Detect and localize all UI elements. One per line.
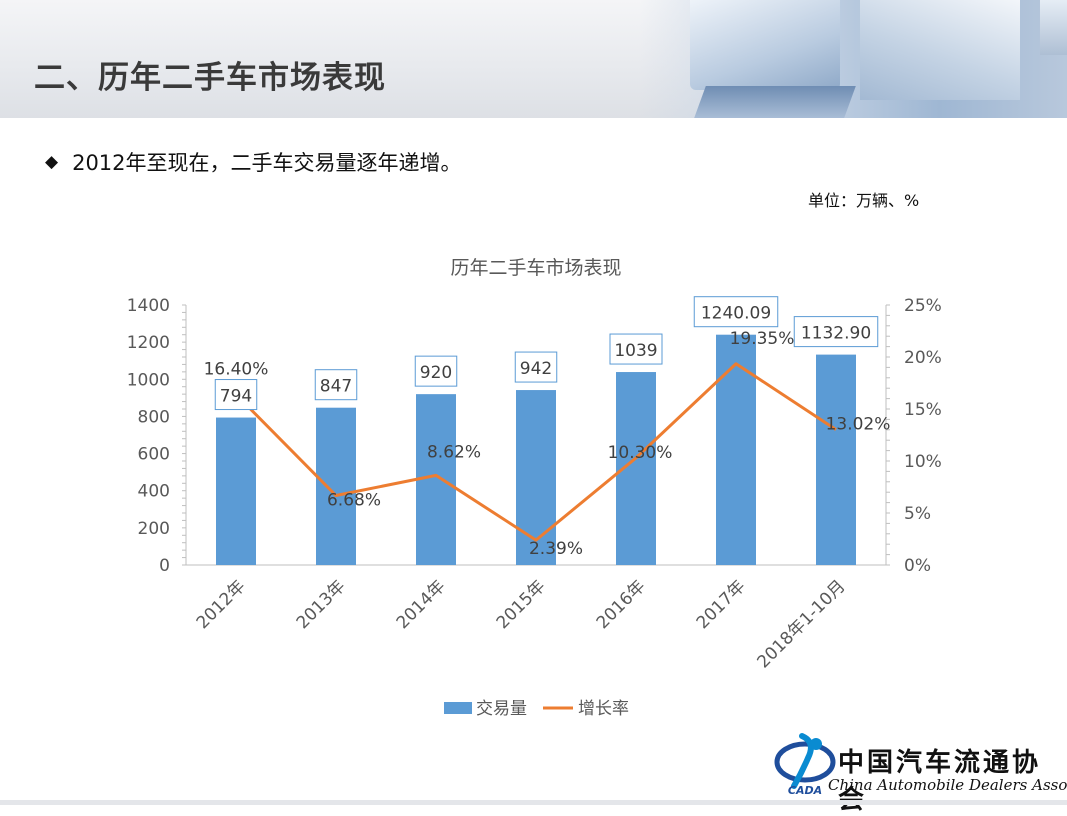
page-title: 二、历年二手车市场表现 xyxy=(34,60,386,96)
bullet-point: ◆ 2012年至现在，二手车交易量逐年递增。 xyxy=(45,147,462,177)
footer-line xyxy=(0,800,1067,805)
decorative-cube xyxy=(1040,0,1067,55)
line-data-label: 10.30% xyxy=(608,443,673,463)
right-axis-tick-label: 15% xyxy=(904,400,942,420)
header-banner: 二、历年二手车市场表现 xyxy=(0,0,1067,118)
line-data-label: 19.35% xyxy=(730,329,795,349)
bar-label-box xyxy=(609,333,663,365)
bar xyxy=(316,407,356,565)
right-axis-tick-label: 20% xyxy=(904,348,942,368)
bar-label-box xyxy=(693,296,779,328)
bar-data-label: 1132.90 xyxy=(801,324,871,344)
bar-label-box xyxy=(793,316,879,348)
right-axis-tick-label: 5% xyxy=(904,504,931,524)
cada-logo-icon: CADA xyxy=(774,733,836,797)
decorative-cube xyxy=(860,0,1020,100)
category-label: 2012年 xyxy=(193,576,250,633)
bar xyxy=(516,390,556,565)
legend-line-label: 增长率 xyxy=(578,699,629,719)
bar-data-label: 920 xyxy=(420,363,452,383)
bar xyxy=(816,354,856,565)
bar-label-box xyxy=(214,379,258,411)
left-axis-tick-label: 1200 xyxy=(127,333,170,353)
left-axis-tick-label: 400 xyxy=(138,482,170,502)
bar xyxy=(716,334,756,565)
bar-label-box xyxy=(514,351,558,383)
legend-bar-swatch xyxy=(444,702,472,714)
association-logo: CADA 中国汽车流通协会 China Automobile Dealers A… xyxy=(772,728,1067,815)
bar-data-label: 794 xyxy=(220,387,252,407)
line-data-label: 2.39% xyxy=(529,539,583,559)
right-axis-tick-label: 0% xyxy=(904,556,931,576)
bar-data-label: 1039 xyxy=(614,341,657,361)
line-data-label: 16.40% xyxy=(204,359,269,379)
line-data-label: 6.68% xyxy=(327,491,381,511)
right-axis-tick-label: 25% xyxy=(904,296,942,316)
left-axis-tick-label: 600 xyxy=(138,445,170,465)
right-axis-tick-label: 10% xyxy=(904,452,942,472)
left-axis-tick-label: 800 xyxy=(138,407,170,427)
category-label: 2018年1-10月 xyxy=(753,576,849,672)
category-label: 2015年 xyxy=(493,576,550,633)
bar-label-box xyxy=(414,355,458,387)
category-label: 2013年 xyxy=(293,576,350,633)
logo-en-text: China Automobile Dealers Association xyxy=(828,776,1067,794)
growth-line xyxy=(234,362,837,542)
legend-bar-label: 交易量 xyxy=(476,699,527,719)
bar-data-label: 942 xyxy=(520,359,552,379)
chart-title: 历年二手车市场表现 xyxy=(450,257,621,279)
logo-mark-text: CADA xyxy=(788,784,822,797)
bar-data-label: 1240.09 xyxy=(701,304,771,324)
line-data-label: 13.02% xyxy=(826,415,891,435)
decorative-cube xyxy=(690,0,840,90)
line-data-label: 8.62% xyxy=(427,442,481,462)
bar-data-label: 847 xyxy=(320,377,352,397)
category-label: 2016年 xyxy=(593,576,650,633)
left-axis-tick-label: 0 xyxy=(159,556,170,576)
bullet-text: 2012年至现在，二手车交易量逐年递增。 xyxy=(72,151,462,175)
left-axis-tick-label: 200 xyxy=(138,519,170,539)
unit-label: 单位：万辆、% xyxy=(808,191,920,210)
category-label: 2014年 xyxy=(393,576,450,633)
bar xyxy=(216,417,256,565)
left-axis-tick-label: 1000 xyxy=(127,370,170,390)
category-label: 2017年 xyxy=(693,576,750,633)
bar-label-box xyxy=(314,369,358,401)
left-axis-tick-label: 1400 xyxy=(127,296,170,316)
diamond-bullet-icon: ◆ xyxy=(45,152,59,172)
